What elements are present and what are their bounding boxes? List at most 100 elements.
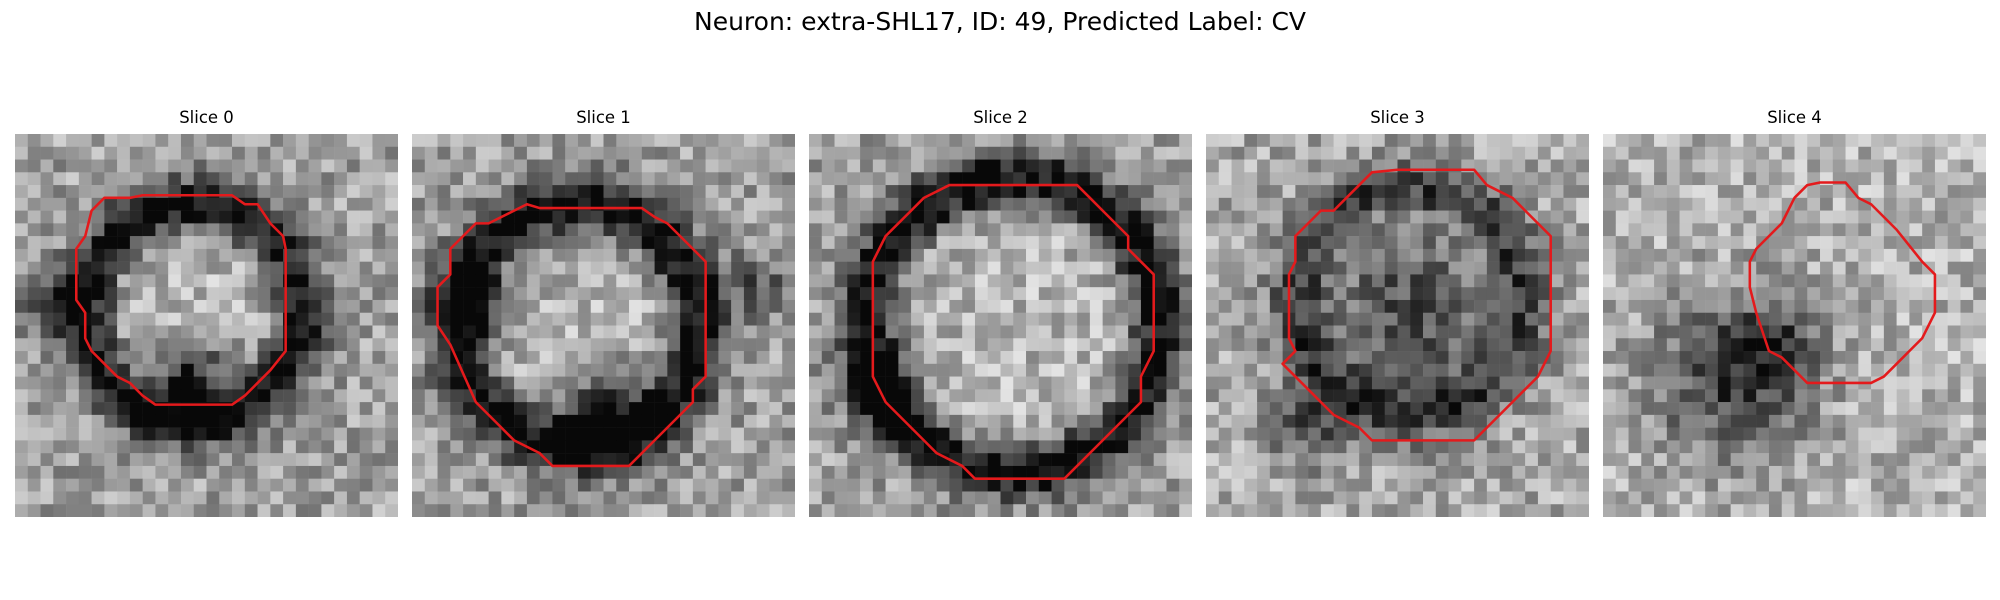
pixel [860, 262, 873, 275]
pixel [629, 313, 642, 326]
pixel [988, 428, 1001, 441]
pixel [782, 236, 795, 249]
pixel [360, 504, 373, 517]
pixel [1795, 440, 1808, 453]
pixel [1103, 377, 1116, 390]
pixel [514, 453, 527, 466]
pixel [1884, 338, 1897, 351]
pixel [1909, 415, 1922, 428]
pixel [1705, 453, 1718, 466]
pixel [309, 428, 322, 441]
pixel [1935, 160, 1948, 173]
pixel [92, 440, 105, 453]
pixel [693, 211, 706, 224]
pixel [207, 504, 220, 517]
pixel [1321, 377, 1334, 390]
pixel [489, 440, 502, 453]
pixel [1103, 249, 1116, 262]
pixel [476, 428, 489, 441]
pixel [283, 223, 296, 236]
pixel [438, 185, 451, 198]
pixel [1551, 428, 1564, 441]
pixel [616, 274, 629, 287]
pixel [667, 198, 680, 211]
pixel [1858, 440, 1871, 453]
pixel [1667, 491, 1680, 504]
pixel [1206, 172, 1219, 185]
pixel [1718, 211, 1731, 224]
pixel [604, 236, 617, 249]
pixel [1576, 211, 1589, 224]
pixel [168, 147, 181, 160]
pixel [463, 172, 476, 185]
pixel [1743, 479, 1756, 492]
pixel [1897, 453, 1910, 466]
pixel [232, 351, 245, 364]
pixel [1026, 147, 1039, 160]
pixel [207, 198, 220, 211]
pixel [540, 274, 553, 287]
pixel [270, 160, 283, 173]
pixel [1283, 402, 1296, 415]
pixel [565, 364, 578, 377]
pixel [207, 287, 220, 300]
pixel [1641, 479, 1654, 492]
pixel [143, 300, 156, 313]
pixel [975, 274, 988, 287]
pixel [92, 338, 105, 351]
pixel [847, 428, 860, 441]
pixel [924, 287, 937, 300]
pixel [1013, 440, 1026, 453]
pixel [360, 389, 373, 402]
pixel [731, 504, 744, 517]
pixel [1244, 504, 1257, 517]
pixel [552, 134, 565, 147]
pixel [642, 313, 655, 326]
pixel [847, 491, 860, 504]
pixel [321, 338, 334, 351]
pixel [1410, 300, 1423, 313]
pixel [232, 377, 245, 390]
pixel [655, 453, 668, 466]
pixel [79, 185, 92, 198]
pixel [1423, 134, 1436, 147]
pixel [1270, 160, 1283, 173]
pixel [886, 364, 899, 377]
pixel [1563, 479, 1576, 492]
pixel [937, 236, 950, 249]
pixel [1474, 198, 1487, 211]
pixel [143, 351, 156, 364]
pixel [591, 185, 604, 198]
pixel [321, 172, 334, 185]
pixel [1423, 236, 1436, 249]
pixel [489, 479, 502, 492]
pixel [15, 479, 28, 492]
pixel [680, 300, 693, 313]
pixel [1576, 377, 1589, 390]
pixel [117, 300, 130, 313]
pixel [450, 466, 463, 479]
pixel [1603, 402, 1616, 415]
pixel [1064, 211, 1077, 224]
pixel [1398, 338, 1411, 351]
pixel [258, 223, 271, 236]
pixel [1179, 351, 1192, 364]
pixel [1769, 466, 1782, 479]
pixel [1525, 147, 1538, 160]
pixel [207, 364, 220, 377]
pixel [1128, 134, 1141, 147]
pixel [1128, 326, 1141, 339]
pixel [1935, 198, 1948, 211]
pixel [309, 389, 322, 402]
pixel [385, 236, 398, 249]
pixel [334, 185, 347, 198]
pixel [1052, 453, 1065, 466]
pixel [450, 326, 463, 339]
pixel [1973, 249, 1986, 262]
pixel [1833, 351, 1846, 364]
pixel [1474, 479, 1487, 492]
pixel [1692, 274, 1705, 287]
pixel [1973, 326, 1986, 339]
pixel [1973, 236, 1986, 249]
pixel [1423, 338, 1436, 351]
